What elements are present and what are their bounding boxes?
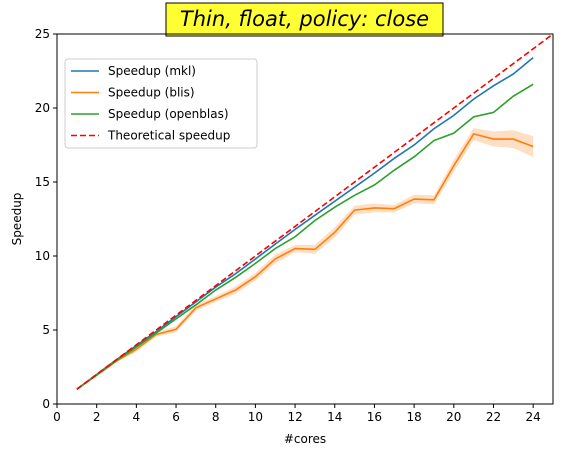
y-tick-label: 0 [42,397,50,411]
x-tick-label: 24 [526,410,541,424]
legend-label: Speedup (mkl) [108,64,196,78]
y-tick-label: 15 [35,175,50,189]
y-axis-label: Speedup [10,193,24,246]
y-tick-label: 5 [42,323,50,337]
series-lines [76,33,554,390]
plot-frame [56,33,554,405]
x-tick-label: 4 [133,410,141,424]
chart-title: Thin, float, policy: close [180,7,429,31]
x-tick-label: 2 [93,410,101,424]
y-tick-label: 25 [35,27,50,41]
y-tick-label: 20 [35,101,50,115]
x-tick-label: 20 [446,410,461,424]
x-tick-label: 16 [367,410,382,424]
legend-label: Speedup (blis) [108,86,195,100]
series-band-1 [76,127,534,390]
x-tick-label: 6 [172,410,180,424]
legend: Speedup (mkl) Speedup (blis) Speedup (open… [64,58,258,149]
legend-label: Theoretical speedup [107,129,230,143]
x-tick-label: 0 [53,410,61,424]
y-tick-label: 10 [35,249,50,263]
x-tick-label: 14 [327,410,342,424]
series-line-3 [76,33,554,390]
series-line-1 [76,132,534,390]
x-axis-ticks: 0 2 4 6 8 10 12 14 16 18 20 22 24 [53,404,541,424]
x-tick-label: 22 [486,410,501,424]
x-tick-label: 12 [287,410,302,424]
x-tick-label: 8 [212,410,220,424]
series-line-0 [76,57,534,390]
legend-label: Speedup (openblas) [108,107,229,121]
x-axis-label: #cores [284,432,326,446]
x-tick-label: 18 [406,410,421,424]
legend-box [64,58,258,149]
y-axis-ticks: 0 5 10 15 20 25 [35,27,57,411]
series-line-2 [76,83,534,390]
x-tick-label: 10 [248,410,263,424]
title-box [165,2,444,37]
